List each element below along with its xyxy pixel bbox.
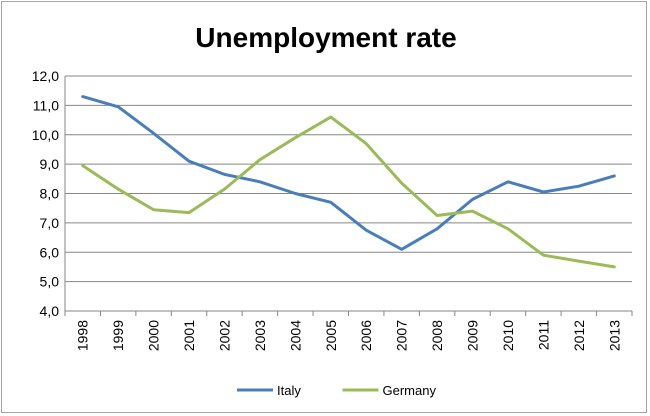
- x-tick-label: 2004: [287, 320, 303, 351]
- x-tick-label: 2012: [571, 320, 587, 351]
- y-tick-label: 12,0: [32, 68, 59, 84]
- gridlines: [65, 75, 632, 312]
- x-tick-label: 2003: [252, 320, 268, 351]
- x-tick-label: 2008: [429, 320, 445, 351]
- y-tick-label: 11,0: [33, 97, 59, 113]
- y-tick-label: 10,0: [32, 127, 59, 143]
- x-tick-label: 1999: [110, 320, 126, 351]
- series-line-italy: [81, 95, 616, 251]
- y-tick-label: 6,0: [40, 244, 60, 260]
- legend-label-germany: Germany: [383, 383, 437, 398]
- x-tick-label: 2011: [535, 320, 551, 350]
- chart-title: Unemployment rate: [195, 22, 456, 53]
- x-tick-label: 2013: [606, 320, 622, 351]
- y-tick-label: 9,0: [40, 156, 60, 172]
- x-tick-label: 2010: [500, 320, 516, 351]
- x-tick-label: 2006: [358, 320, 374, 351]
- y-tick-label: 4,0: [40, 303, 60, 319]
- y-tick-label: 5,0: [40, 274, 60, 290]
- x-tick-label: 2005: [323, 320, 339, 351]
- legend-label-italy: Italy: [277, 383, 301, 398]
- x-tick-label: 2009: [465, 320, 481, 351]
- axes: 4,0 5,0 6,0 7,0 8,0 9,0 10,0 11,0 12,0 1998 1999 20…: [32, 68, 633, 351]
- x-tick-label: 2000: [146, 320, 162, 351]
- x-tick-label: 1998: [75, 320, 91, 351]
- x-tick-label: 2001: [181, 320, 197, 351]
- y-tick-label: 8,0: [40, 186, 60, 202]
- y-tick-label: 7,0: [40, 215, 60, 231]
- x-tick-label: 2002: [216, 320, 232, 351]
- x-tick-label: 2007: [394, 320, 410, 351]
- series-lines: [81, 95, 616, 269]
- series-line-germany: [81, 115, 616, 269]
- legend: Italy Germany: [237, 383, 436, 398]
